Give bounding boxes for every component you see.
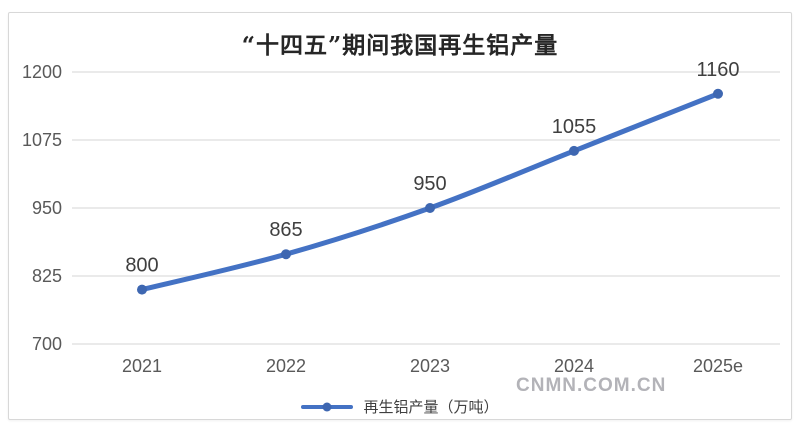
legend-point-icon bbox=[322, 402, 332, 411]
chart-title: “十四五”期间我国再生铝产量 bbox=[241, 32, 559, 59]
chart-card bbox=[8, 12, 792, 420]
legend-line-marker bbox=[301, 402, 354, 411]
watermark: CNMN.COM.CN bbox=[516, 375, 667, 396]
legend-series-label: 再生铝产量（万吨） bbox=[363, 399, 499, 416]
legend: 再生铝产量（万吨） bbox=[0, 396, 800, 417]
